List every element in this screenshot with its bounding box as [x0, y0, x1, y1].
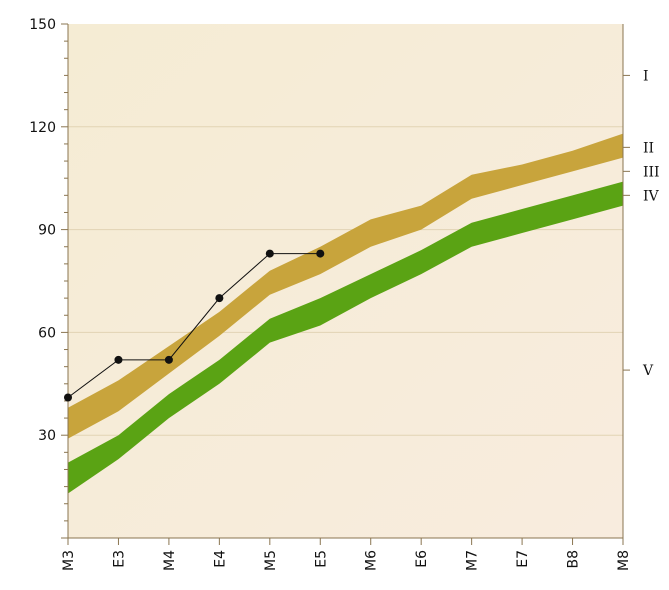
series [64, 249, 325, 402]
series-line-1 [67, 253, 321, 398]
y-tick-label-60: 60 [38, 325, 56, 341]
plot-area [68, 24, 623, 538]
y-tick-label-30: 30 [38, 428, 56, 444]
right-label-II: II [643, 140, 654, 156]
data-point-M3 [64, 393, 72, 402]
band-1 [68, 133, 623, 439]
right-label-V: V [642, 363, 654, 379]
x-tick-label-M6: M6 [364, 550, 380, 571]
y-tick-label-150: 150 [29, 17, 56, 33]
axes [61, 23, 630, 545]
data-point-E3 [114, 355, 123, 364]
x-tick-label-B8: B8 [566, 550, 582, 569]
x-tick-label-E5: E5 [313, 550, 329, 568]
x-tick-label-M8: M8 [616, 550, 632, 571]
x-tick-label-M7: M7 [465, 550, 481, 571]
x-tick-label-E7: E7 [515, 550, 531, 568]
y-tick-label-90: 90 [38, 223, 56, 239]
x-tick-label-E6: E6 [414, 550, 430, 568]
data-point-M4 [164, 355, 173, 364]
bands [68, 133, 623, 494]
x-tick-label-M4: M4 [162, 550, 178, 571]
y-tick-label-120: 120 [29, 120, 56, 136]
x-tick-label-E3: E3 [111, 550, 127, 568]
data-point-E5 [316, 249, 325, 258]
band-2 [68, 181, 623, 494]
right-label-I: I [643, 68, 649, 84]
grid-lines [68, 126, 623, 436]
right-label-IV: IV [643, 188, 660, 204]
x-tick-label-M5: M5 [263, 550, 279, 571]
x-tick-label-E4: E4 [212, 550, 228, 568]
data-point-E4 [215, 294, 224, 303]
right-label-III: III [643, 164, 660, 180]
x-tick-label-M3: M3 [61, 550, 77, 571]
data-point-M5 [265, 249, 274, 258]
